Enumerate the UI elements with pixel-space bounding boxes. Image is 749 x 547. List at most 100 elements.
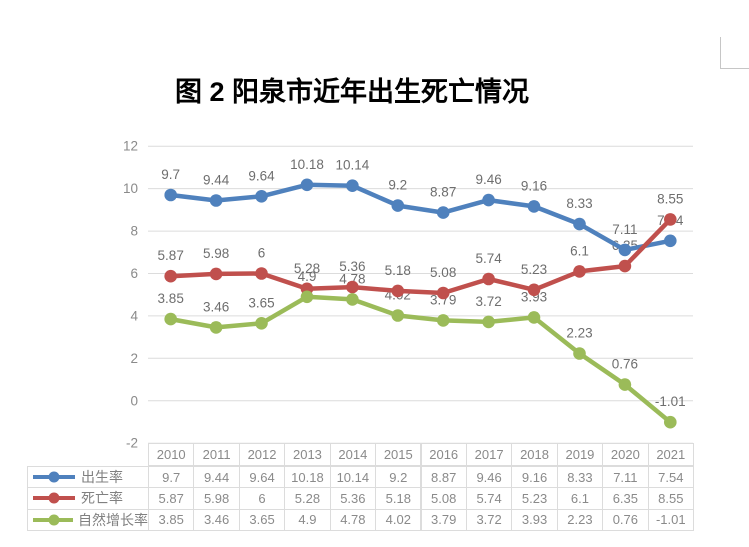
legend-label: 自然增长率 [78,511,148,528]
data-point-marker [482,272,495,286]
table-header-cell: 2015 [375,443,422,466]
y-axis-tick-label: 6 [130,266,138,281]
table-value-cell: 3.85 [148,508,195,531]
table-value-cell: 6 [238,487,286,510]
data-label: 9.2 [388,178,407,193]
legend-line-marker-icon [33,471,75,483]
table-header-cell: 2013 [284,443,331,466]
data-point-marker [664,234,677,248]
legend-line-marker-icon [33,514,73,526]
table-value-cell: 4.02 [375,508,422,531]
legend-item: 自然增长率 [27,508,149,531]
y-axis-tick-label: -2 [126,436,138,451]
data-point-marker [618,259,632,273]
y-axis-tick-label: 12 [123,139,138,154]
table-value-cell: 9.64 [238,466,286,489]
data-label: 4.78 [339,271,365,286]
data-label: 9.44 [203,173,230,188]
data-label: 2.23 [566,326,592,341]
data-label: 5.18 [385,263,411,278]
data-point-marker [391,309,405,322]
y-axis-tick-label: 8 [130,224,138,239]
table-value-cell: 5.87 [148,487,195,510]
data-point-marker [573,265,586,278]
table-value-cell: 6.1 [556,487,604,510]
legend-label: 出生率 [81,469,123,486]
data-point-marker [618,378,632,391]
data-label: 5.74 [475,251,502,266]
data-point-marker [164,269,177,283]
data-point-marker [391,284,405,298]
table-value-cell: 5.18 [375,487,422,510]
data-point-marker [209,194,223,207]
data-label: 0.76 [612,357,638,372]
table-value-cell: 7.11 [602,466,649,489]
legend-item: 死亡率 [27,487,149,510]
data-point-marker [164,312,177,326]
data-label: 6 [258,246,266,261]
data-label: 3.93 [521,289,547,304]
table-value-cell: 9.7 [148,466,195,489]
table-value-cell: 5.23 [511,487,558,510]
table-value-cell: 8.55 [647,487,694,510]
data-point-marker [618,243,632,257]
data-point-marker [664,213,677,226]
data-point-marker [436,314,450,327]
data-point-marker [391,199,405,212]
data-label: 9.16 [521,178,547,193]
data-point-marker [164,188,177,202]
table-value-cell: 5.28 [284,487,331,510]
data-label: 5.87 [158,248,184,263]
data-label: 3.79 [430,292,456,307]
data-point-marker [527,311,541,324]
data-point-marker [255,317,268,330]
table-header-cell: 2012 [238,443,286,466]
table-header-cell: 2010 [148,443,195,466]
data-label: 10.18 [290,157,324,172]
data-label: 3.65 [248,295,274,310]
table-header-cell: 2021 [647,443,694,466]
table-header-cell: 2011 [193,443,240,466]
table-header-cell: 2017 [465,443,513,466]
data-label: 9.7 [161,167,180,182]
y-axis-tick-label: 0 [130,393,138,408]
table-header-cell: 2014 [329,443,377,466]
legend-line-marker-icon [33,492,75,504]
data-point-marker [436,206,450,219]
data-label: 6.1 [570,243,589,258]
table-value-cell: 0.76 [602,508,649,531]
series-line-1 [168,217,673,296]
series-line-2 [168,294,673,425]
table-value-cell: 3.46 [193,508,240,531]
table-header-cell: 2020 [602,443,649,466]
data-label: -1.01 [655,394,686,409]
table-value-cell: 2.23 [556,508,604,531]
data-label: 3.72 [475,294,501,309]
table-header-cell: 2018 [511,443,558,466]
table-value-cell: -1.01 [647,508,694,531]
y-axis-tick-label: 10 [123,181,138,196]
data-label: 8.33 [566,196,592,211]
data-label: 5.28 [294,261,320,276]
table-value-cell: 3.79 [420,508,467,531]
data-point-marker [300,290,314,304]
table-value-cell: 5.36 [329,487,377,510]
data-point-marker [482,315,495,329]
table-value-cell: 8.33 [556,466,604,489]
data-label: 10.14 [336,158,370,173]
data-label: 9.46 [475,172,501,187]
data-label: 8.55 [657,191,683,206]
legend-label: 死亡率 [81,490,123,507]
data-point-marker [346,179,359,192]
table-header-cell: 2019 [556,443,604,466]
chart-title: 图 2 阳泉市近年出生死亡情况 [175,77,530,107]
table-value-cell: 3.72 [465,508,513,531]
table-value-cell: 9.16 [511,466,558,489]
series-line-0 [168,182,673,253]
data-point-marker [209,321,223,334]
data-point-marker [255,190,268,203]
legend-item: 出生率 [27,466,149,489]
table-value-cell: 5.98 [193,487,240,510]
